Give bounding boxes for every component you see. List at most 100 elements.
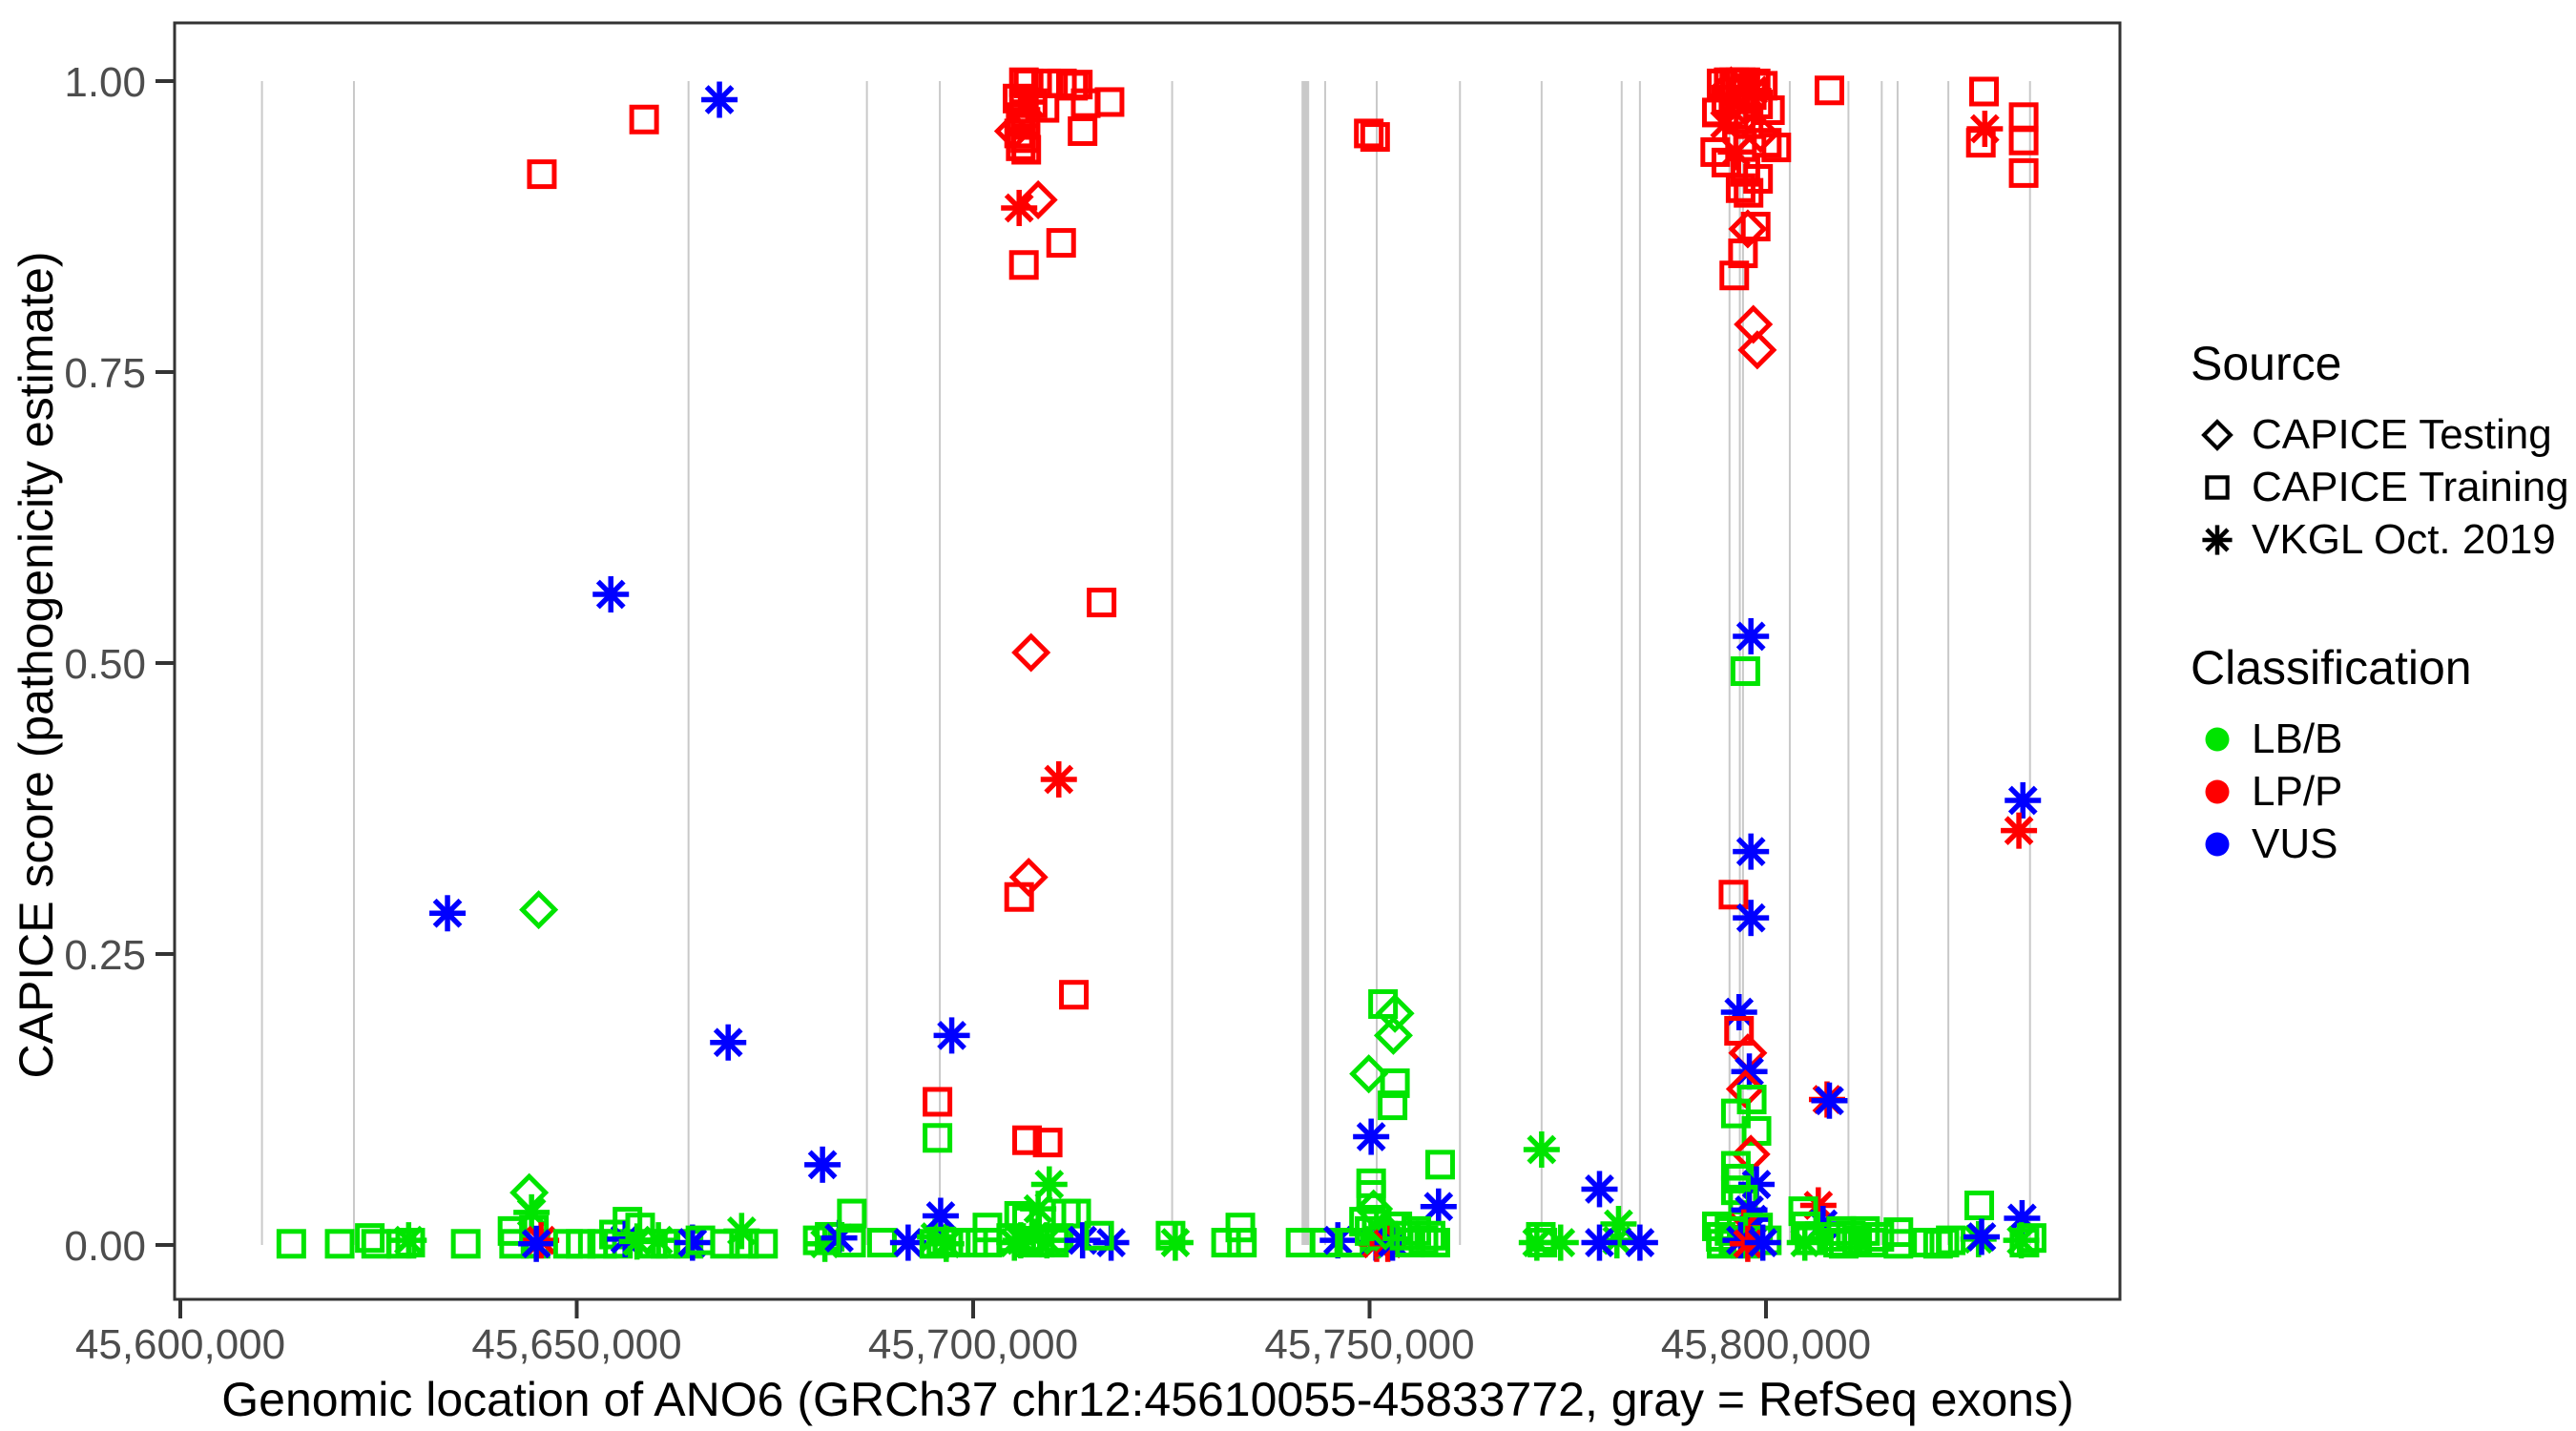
asterisk-ray (2004, 816, 2034, 846)
legend-item-label: VKGL Oct. 2019 (2252, 515, 2556, 563)
data-point-square (1720, 1175, 1751, 1206)
data-point-diamond (1728, 209, 1768, 249)
data-point-asterisk (1963, 1218, 2001, 1255)
asterisk-ray (713, 1027, 743, 1058)
legend-item-label: CAPICE Testing (2252, 410, 2552, 458)
legend-source-title: Source (2191, 337, 2342, 390)
asterisk-ray (1966, 1222, 1997, 1252)
data-point-asterisk (592, 576, 630, 613)
legend-item-label: CAPICE Training (2252, 463, 2569, 510)
dot-legend-icon (2205, 832, 2230, 856)
legend-classification-title: Classification (2191, 641, 2472, 695)
asterisk-ray (1160, 1228, 1191, 1257)
data-point-asterisk (1581, 1171, 1618, 1208)
data-point-square (837, 1198, 867, 1229)
data-point-square (2008, 157, 2039, 188)
dot-icon (2191, 823, 2244, 865)
asterisk-ray (1625, 1228, 1655, 1257)
data-point-square (1734, 177, 1764, 208)
data-point-square (2016, 1223, 2046, 1254)
data-point-diamond (1740, 114, 1780, 154)
legend-classification-items: LB/B LP/P VUS (2191, 713, 2572, 870)
asterisk-ray (1790, 1228, 1820, 1257)
legend-item-lp-p: LP/P (2191, 765, 2572, 818)
data-point-asterisk (2005, 781, 2042, 819)
data-point-square (1046, 228, 1076, 259)
data-point-diamond (1011, 633, 1051, 673)
data-point-square (1368, 988, 1399, 1019)
data-point-square (1929, 1228, 1960, 1258)
legend: Source CAPICE Testing CAPICE Training VKGL… (2191, 336, 2572, 944)
asterisk-ray (1423, 1192, 1454, 1222)
data-point-asterisk (390, 1222, 427, 1259)
data-point-diamond (1725, 87, 1765, 127)
data-point-asterisk (1733, 900, 1770, 937)
data-point-asterisk (1735, 72, 1772, 109)
legend-group-classification: Classification LB/B LP/P VUS (2191, 640, 2572, 870)
y-tick-label: 0.75 (64, 350, 146, 397)
data-point-square (1004, 881, 1034, 912)
data-point-square (1883, 1229, 1914, 1259)
data-point-diamond (2201, 418, 2233, 451)
data-point-square (1969, 76, 2000, 107)
data-point-square (1063, 70, 1093, 100)
x-tick-label: 45,750,000 (1264, 1321, 1474, 1368)
y-tick-label: 0.50 (64, 641, 146, 688)
diamond-legend-icon (2201, 418, 2233, 451)
data-point-square (1378, 1090, 1408, 1121)
asterisk-ray (1735, 837, 1766, 867)
data-point-asterisk (1621, 1224, 1658, 1261)
data-point-square (629, 104, 659, 135)
y-tick-label: 0.00 (64, 1223, 146, 1270)
data-point-diamond (1018, 179, 1058, 219)
data-point-diamond (519, 890, 559, 930)
y-tick-label: 1.00 (64, 59, 146, 106)
asterisk-ray (1068, 1225, 1098, 1255)
data-point-asterisk (1040, 761, 1077, 798)
legend-item-capice-training: CAPICE Training (2191, 461, 2572, 513)
asterisk-ray (1585, 1174, 1614, 1204)
y-axis-title: CAPICE score (pathogenicity estimate) (10, 251, 63, 1079)
data-point-asterisk (1733, 833, 1770, 870)
data-point-asterisk (1786, 1224, 1823, 1261)
asterisk-ray (2007, 1203, 2037, 1234)
data-point-asterisk (1156, 1224, 1194, 1261)
asterisk-ray (1356, 1122, 1386, 1151)
data-point-square (1059, 980, 1090, 1010)
refseq-exon-lines (260, 81, 2031, 1245)
data-point-square (1012, 1125, 1043, 1155)
data-point-square (941, 1228, 971, 1258)
data-point-square (1728, 238, 1758, 269)
x-axis-title: Genomic location of ANO6 (GRCh37 chr12:4… (221, 1373, 2074, 1426)
data-point-asterisk (1523, 1130, 1560, 1168)
data-point-asterisk (1581, 1224, 1618, 1261)
data-point-asterisk (518, 1225, 555, 1262)
data-point-asterisk (1420, 1188, 1457, 1225)
data-point-square (1006, 131, 1036, 161)
square-legend-icon (2205, 474, 2230, 500)
data-point-asterisk (1542, 1224, 1579, 1261)
asterisk-ray (393, 1225, 424, 1255)
asterisk-ray (1738, 75, 1769, 106)
y-tick-label: 0.25 (64, 932, 146, 979)
data-point-asterisk (1518, 1224, 1555, 1261)
asterisk-ray (1522, 1228, 1552, 1257)
data-point-square (1008, 250, 1039, 280)
x-tick-label: 45,650,000 (471, 1321, 681, 1368)
data-point-square (1094, 87, 1125, 117)
data-point-square (1718, 880, 1749, 910)
square-icon (2191, 467, 2244, 508)
asterisk-icon (2191, 519, 2244, 561)
data-point-diamond (1349, 1054, 1389, 1094)
asterisk-ray (2205, 527, 2230, 552)
axes: 0.00 0.25 0.50 0.75 1.00 45,600,000 45,650,000… (64, 59, 1871, 1368)
asterisk-ray (1748, 1228, 1778, 1257)
asterisk-ray (1044, 764, 1074, 795)
data-point-square (836, 1228, 866, 1258)
data-point-square (729, 1229, 759, 1259)
data-point-asterisk (2001, 812, 2038, 849)
data-point-asterisk (640, 1222, 677, 1259)
data-point-asterisk (1706, 106, 1743, 143)
asterisk-ray (1004, 193, 1034, 223)
